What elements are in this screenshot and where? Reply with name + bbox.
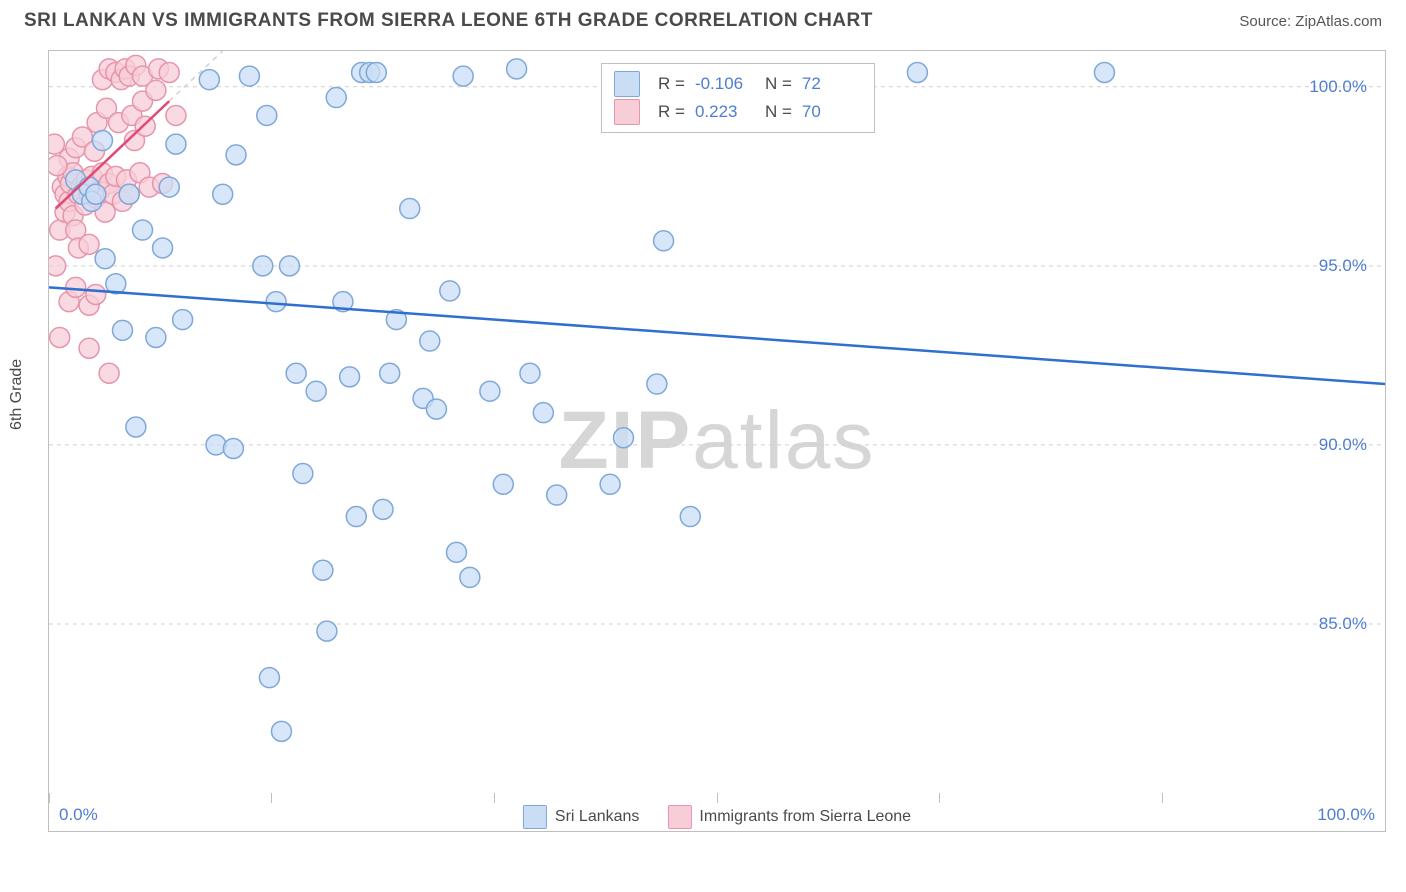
x-tick — [271, 793, 272, 803]
x-tick — [1385, 793, 1386, 803]
x-tick — [494, 793, 495, 803]
y-tick-label: 90.0% — [1319, 435, 1367, 455]
r-value: -0.106 — [695, 70, 755, 98]
legend-swatch — [667, 805, 691, 829]
source-prefix: Source: — [1239, 13, 1295, 30]
n-label: N = — [765, 70, 792, 98]
legend-item: Sri Lankans — [523, 805, 640, 829]
y-axis-label: 6th Grade — [8, 359, 26, 430]
x-min-label: 0.0% — [59, 805, 98, 825]
series-swatch — [614, 71, 640, 97]
series-swatch — [614, 99, 640, 125]
correlation-stats-box: R = -0.106 N = 72 R = 0.223 N = 70 — [601, 63, 875, 133]
x-tick — [1162, 793, 1163, 803]
scatter-plot — [49, 51, 1385, 803]
r-label: R = — [658, 98, 685, 126]
y-tick-label: 85.0% — [1319, 614, 1367, 634]
chart-header: SRI LANKAN VS IMMIGRANTS FROM SIERRA LEO… — [0, 0, 1406, 32]
n-label: N = — [765, 98, 792, 126]
x-tick — [49, 793, 50, 803]
legend-swatch — [523, 805, 547, 829]
n-value: 70 — [802, 98, 862, 126]
legend-item: Immigrants from Sierra Leone — [667, 805, 911, 829]
r-label: R = — [658, 70, 685, 98]
source-attribution: Source: ZipAtlas.com — [1239, 13, 1382, 30]
source-name: ZipAtlas.com — [1295, 13, 1382, 30]
x-tick — [717, 793, 718, 803]
x-max-label: 100.0% — [1317, 805, 1375, 825]
chart-title: SRI LANKAN VS IMMIGRANTS FROM SIERRA LEO… — [24, 10, 873, 32]
n-value: 72 — [802, 70, 862, 98]
chart-area: ZIPatlas R = -0.106 N = 72 R = 0.223 N =… — [48, 50, 1386, 832]
stats-row: R = 0.223 N = 70 — [614, 98, 862, 126]
stats-row: R = -0.106 N = 72 — [614, 70, 862, 98]
legend-label: Immigrants from Sierra Leone — [699, 808, 911, 825]
y-tick-label: 95.0% — [1319, 256, 1367, 276]
x-tick — [939, 793, 940, 803]
legend-label: Sri Lankans — [555, 808, 640, 825]
y-tick-label: 100.0% — [1309, 77, 1367, 97]
r-value: 0.223 — [695, 98, 755, 126]
legend-bottom: Sri Lankans Immigrants from Sierra Leone — [523, 805, 911, 829]
